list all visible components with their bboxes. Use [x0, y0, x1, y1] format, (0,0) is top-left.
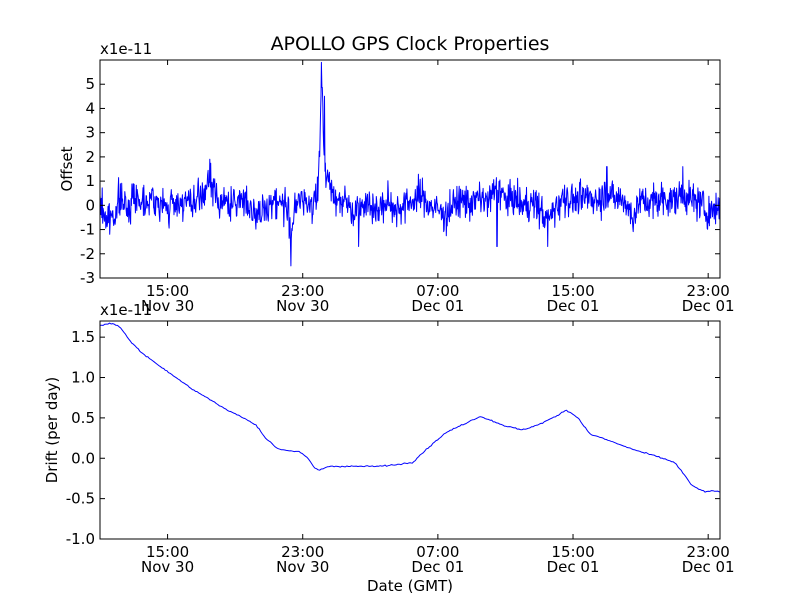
offset-ytick-label: -2 [80, 245, 95, 263]
drift-xtick-time-label: 23:00 [281, 543, 324, 561]
offset-xtick-time-label: 07:00 [416, 282, 459, 300]
offset-xtick-time-label: 15:00 [146, 282, 189, 300]
drift-ytick-label: -1.0 [66, 530, 95, 548]
drift-ytick-label: 1.5 [71, 328, 95, 346]
drift-ytick-label: 0.0 [71, 449, 95, 467]
offset-ytick-label: 2 [85, 148, 95, 166]
drift-xtick-date-label: Nov 30 [141, 558, 194, 576]
offset-ylabel: Offset [58, 146, 76, 191]
offset-ytick-label: -3 [80, 269, 95, 287]
offset-xtick-date-label: Dec 01 [411, 297, 464, 315]
offset-xtick-time-label: 23:00 [687, 282, 730, 300]
offset-xtick-time-label: 15:00 [551, 282, 594, 300]
drift-xtick-time-label: 07:00 [416, 543, 459, 561]
drift-xtick-time-label: 15:00 [146, 543, 189, 561]
drift-ytick-label: -0.5 [66, 490, 95, 508]
drift-ylabel: Drift (per day) [43, 377, 61, 484]
drift-xtick-time-label: 23:00 [687, 543, 730, 561]
offset-series-line [100, 61, 720, 267]
offset-ytick-label: 0 [85, 196, 95, 214]
chart-title: APOLLO GPS Clock Properties [271, 33, 550, 55]
offset-ytick-label: -1 [80, 221, 95, 239]
drift-xtick-date-label: Nov 30 [276, 558, 329, 576]
drift-xtick-time-label: 15:00 [551, 543, 594, 561]
offset-xtick-time-label: 23:00 [281, 282, 324, 300]
drift-y-multiplier: x1e-11 [100, 301, 152, 319]
offset-xtick-date-label: Nov 30 [276, 297, 329, 315]
offset-axes-frame [99, 59, 721, 279]
drift-axes-frame [99, 320, 721, 540]
offset-xtick-date-label: Dec 01 [547, 297, 600, 315]
offset-ytick-label: 5 [85, 75, 95, 93]
offset-ytick-label: 1 [85, 172, 95, 190]
drift-xtick-date-label: Dec 01 [682, 558, 735, 576]
drift-xlabel: Date (GMT) [367, 577, 453, 595]
offset-ytick-label: 3 [85, 124, 95, 142]
drift-xtick-date-label: Dec 01 [547, 558, 600, 576]
drift-xtick-date-label: Dec 01 [411, 558, 464, 576]
offset-y-multiplier: x1e-11 [100, 40, 152, 58]
drift-series-line [100, 322, 720, 493]
drift-ytick-label: 1.0 [71, 369, 95, 387]
drift-ytick-label: 0.5 [71, 409, 95, 427]
offset-ytick-label: 4 [85, 99, 95, 117]
offset-xtick-date-label: Dec 01 [682, 297, 735, 315]
offset-xtick-date-label: Nov 30 [141, 297, 194, 315]
